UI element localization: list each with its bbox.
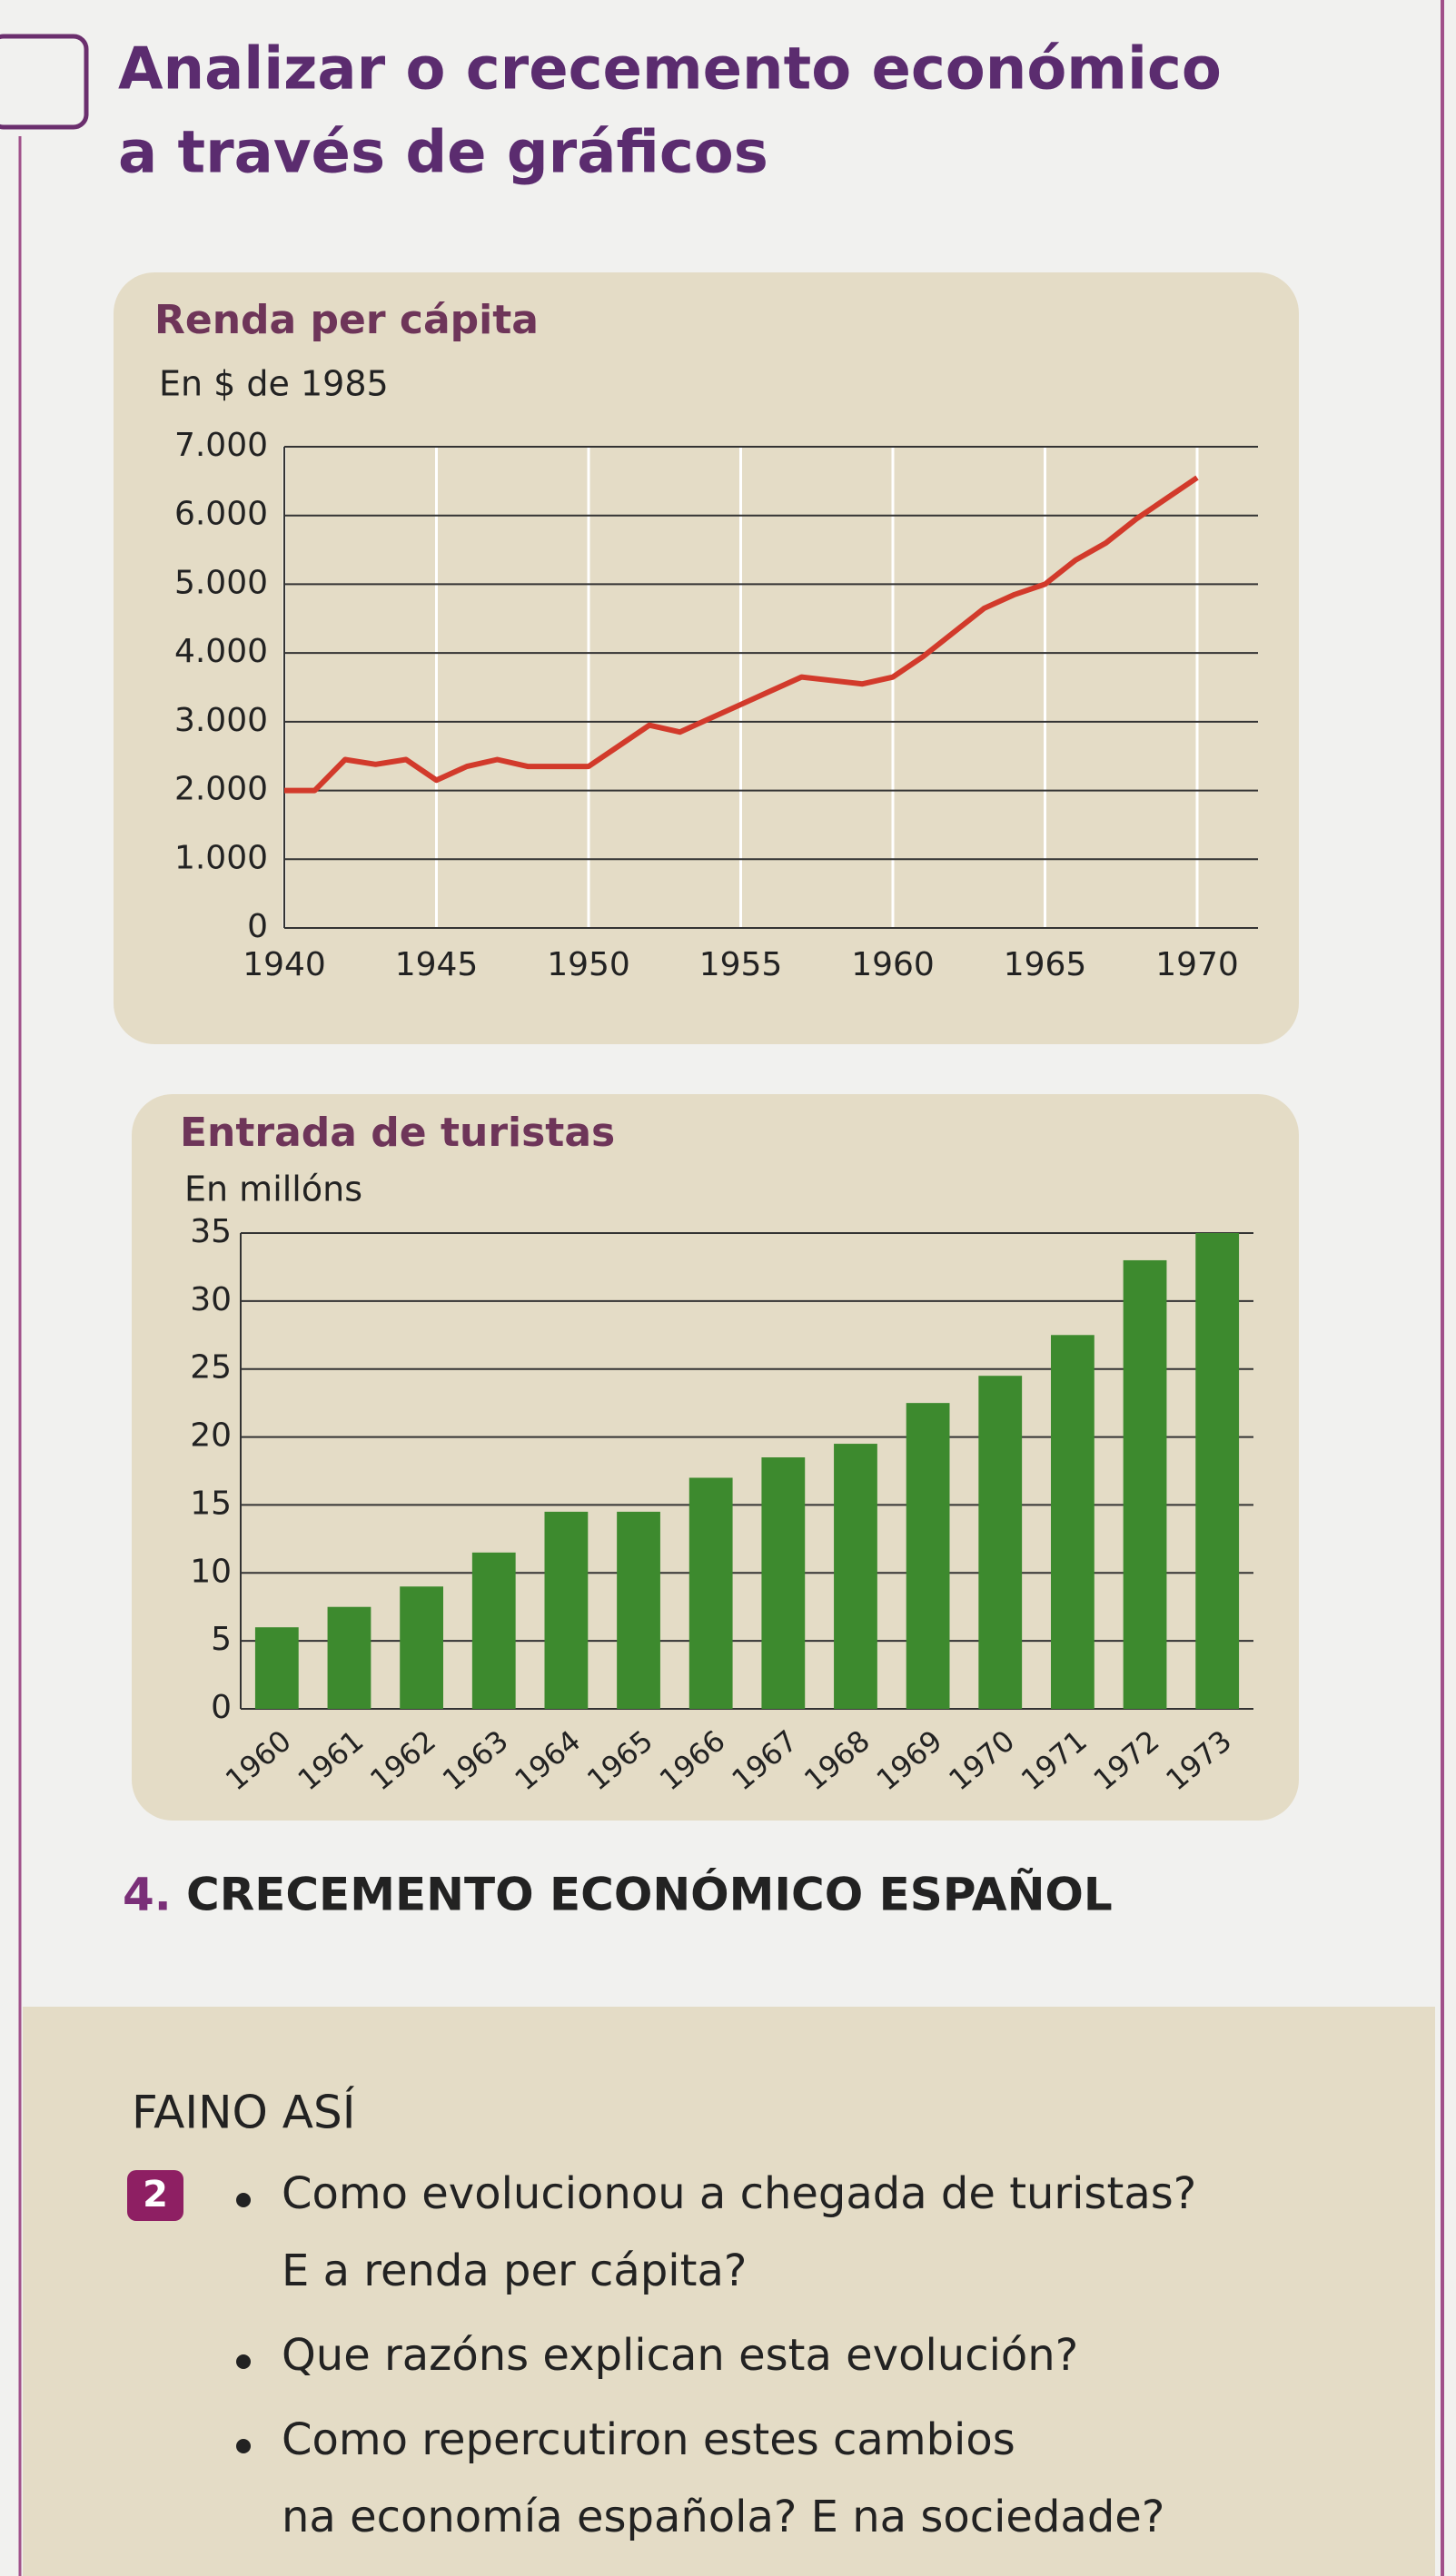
bar xyxy=(617,1511,660,1709)
y-tick-label: 20 xyxy=(190,1417,232,1455)
y-tick-label: 35 xyxy=(190,1213,232,1250)
y-tick-label: 2.000 xyxy=(174,771,268,808)
bullet xyxy=(236,2354,251,2369)
data-line xyxy=(284,475,1199,794)
chart-subtitle: En $ de 1985 xyxy=(159,364,389,404)
y-tick-label: 25 xyxy=(190,1349,232,1387)
bar xyxy=(1195,1233,1240,1709)
y-tick-label: 4.000 xyxy=(174,633,268,670)
chart-title: Entrada de turistas xyxy=(180,1110,615,1156)
x-tick-label: 1945 xyxy=(395,946,479,983)
chart-title: Renda per cápita xyxy=(154,297,539,343)
y-tick-label: 7.000 xyxy=(174,427,268,464)
icon xyxy=(0,34,89,130)
y-tick-label: 5.000 xyxy=(174,564,268,601)
bar xyxy=(1123,1259,1167,1709)
bar xyxy=(544,1511,589,1709)
title: a través de gráficos xyxy=(118,120,768,187)
x-tick-label: 1970 xyxy=(1155,946,1239,983)
bar xyxy=(1051,1335,1094,1709)
y-tick-label: 0 xyxy=(247,908,268,945)
y-tick-label: 10 xyxy=(190,1553,232,1590)
y-tick-label: 30 xyxy=(190,1281,232,1318)
bullet xyxy=(236,2193,251,2207)
y-tick-label: 6.000 xyxy=(174,496,268,533)
section-number: 4. xyxy=(123,1869,172,1921)
bar xyxy=(688,1477,733,1709)
title: Analizar o crecemento económico xyxy=(118,36,1222,104)
bullet xyxy=(236,2439,251,2453)
question-line: E a renda per cápita? xyxy=(282,2245,747,2296)
chart-panel xyxy=(114,272,1299,1044)
section-title: CRECEMENTO ECONÓMICO ESPAÑOL xyxy=(186,1868,1113,1921)
x-tick-label: 1965 xyxy=(1004,946,1087,983)
question-line: Como repercutiron estes cambios xyxy=(282,2414,1015,2465)
bar xyxy=(978,1376,1023,1709)
badge-number: 2 xyxy=(143,2174,168,2216)
x-tick-label: 1940 xyxy=(243,946,326,983)
bar xyxy=(471,1552,516,1709)
activity-heading: FAINO ASÍ xyxy=(132,2086,355,2139)
y-tick-label: 1.000 xyxy=(174,839,268,876)
bar xyxy=(254,1627,299,1709)
bar xyxy=(761,1457,806,1709)
bar xyxy=(834,1444,877,1709)
y-tick-label: 5 xyxy=(211,1621,232,1658)
x-tick-label: 1950 xyxy=(547,946,630,983)
activity-panel xyxy=(23,2007,1435,2576)
bar xyxy=(327,1606,371,1709)
x-tick-label: 1960 xyxy=(851,946,935,983)
y-tick-label: 0 xyxy=(211,1689,232,1726)
question-line: Como evolucionou a chegada de turistas? xyxy=(282,2168,1196,2219)
y-tick-label: 3.000 xyxy=(174,702,268,739)
chart-subtitle: En millóns xyxy=(184,1170,362,1209)
bar xyxy=(906,1403,950,1709)
y-tick-label: 15 xyxy=(190,1485,232,1522)
question-line: na economía española? E na sociedade? xyxy=(282,2492,1164,2542)
question-line: Que razóns explican esta evolución? xyxy=(282,2330,1078,2381)
bar xyxy=(400,1586,443,1709)
badge xyxy=(127,2170,183,2221)
x-tick-label: 1955 xyxy=(699,946,783,983)
